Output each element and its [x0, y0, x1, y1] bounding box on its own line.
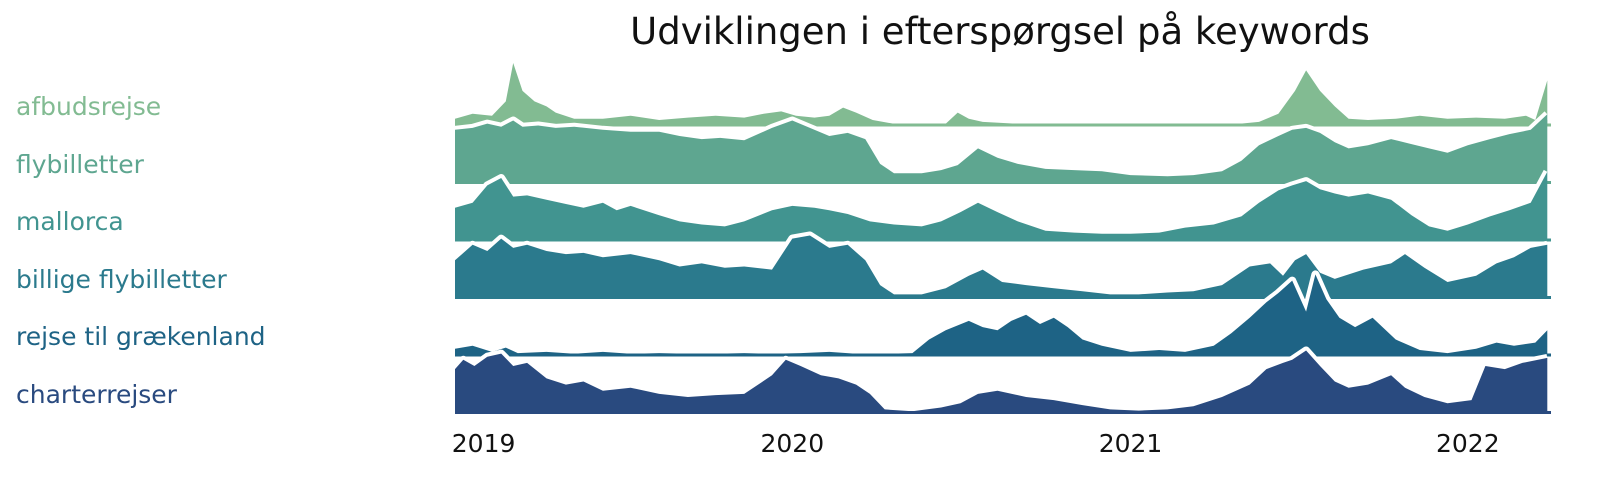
chart-title: Udviklingen i efterspørgsel på keywords: [630, 10, 1370, 53]
row-labels: afbudsrejse flybilletter mallorca billige f…: [0, 0, 440, 483]
ridge-area: [455, 171, 1548, 240]
x-tick-label: 2022: [1436, 429, 1500, 458]
ridge-charterrejser: [452, 346, 1551, 416]
x-tick-label: 2019: [452, 429, 516, 458]
ridge-afbudsrejse: [453, 59, 1552, 129]
ridge-billige-flybilletter: [452, 231, 1551, 299]
ridge-mallorca: [453, 169, 1551, 242]
series-label: mallorca: [16, 207, 124, 236]
ridge-flybilletter: [454, 111, 1551, 184]
series-label: flybilletter: [16, 149, 144, 179]
series-label: charterrejser: [16, 379, 177, 409]
series-label: rejse til grækenland: [16, 322, 266, 351]
series-label: billige flybilletter: [16, 264, 227, 294]
ridge-area: [455, 235, 1548, 298]
series-label: afbudsrejse: [16, 92, 162, 121]
ridge-rejse-til-grækenland: [454, 270, 1551, 358]
ridge-area: [455, 63, 1548, 125]
ridge-layers: [452, 59, 1552, 416]
x-tick-label: 2021: [1099, 429, 1163, 458]
x-axis-ticks: 2019 2020 2021 2022: [452, 429, 1500, 458]
ridge-outline: [453, 59, 1552, 129]
ridge-area: [455, 350, 1548, 413]
x-tick-label: 2020: [760, 429, 824, 458]
ridge-area: [455, 114, 1548, 183]
ridge-area: [455, 274, 1548, 355]
